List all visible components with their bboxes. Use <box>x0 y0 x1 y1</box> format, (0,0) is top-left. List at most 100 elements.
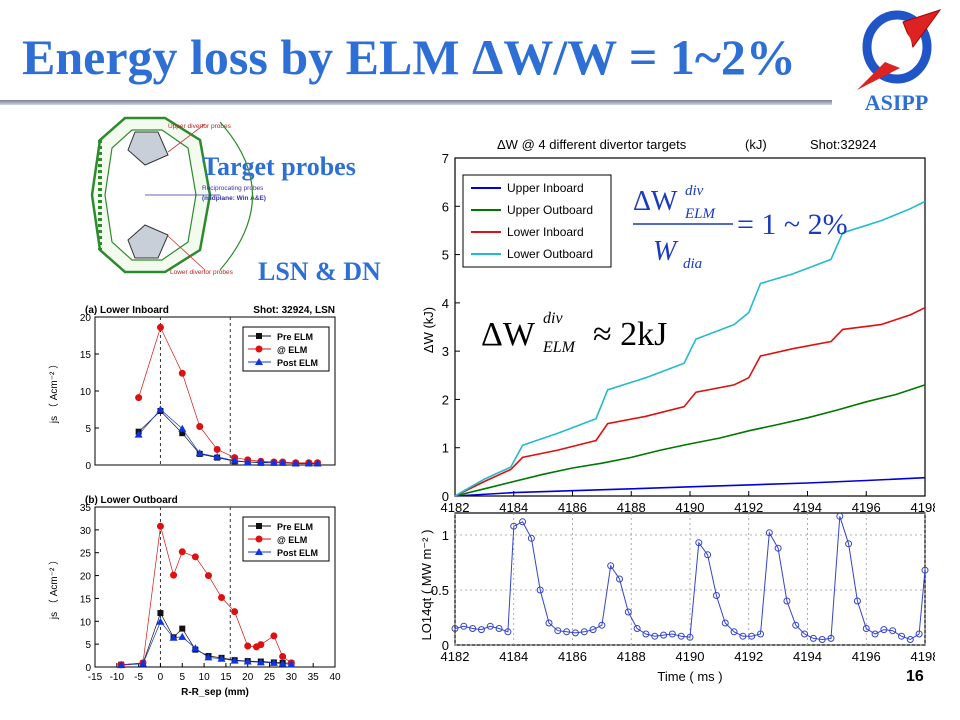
y-tick-label: 0 <box>442 489 449 504</box>
y-tick-label: 0 <box>442 638 449 653</box>
data-point-circle <box>633 625 641 632</box>
annotation-ratio: ΔW div ELM W dia = 1 ~ 2% <box>633 183 848 272</box>
data-point-circle <box>783 597 791 605</box>
x-tick-label: 4186 <box>558 500 587 515</box>
data-point-triangle <box>204 653 213 661</box>
data-point-circle <box>255 535 263 543</box>
y-tick-label: 5 <box>442 248 449 263</box>
data-point-circle <box>244 642 252 650</box>
x-tick-label: 35 <box>308 672 320 683</box>
data-point-triangle <box>230 656 239 664</box>
data-point-triangle <box>278 458 287 466</box>
x-tick-label: 10 <box>199 672 211 683</box>
data-point-circle <box>156 323 164 331</box>
legend-label: Lower Inboard <box>507 225 584 239</box>
y-tick-label: 15 <box>80 594 92 605</box>
data-point-triangle <box>313 459 322 467</box>
annotation-energy-elm: ELM <box>542 339 577 356</box>
data-point-triangle <box>156 405 165 413</box>
data-point-circle <box>279 652 287 660</box>
y-tick-label: 3 <box>442 344 449 359</box>
x-tick-label: 4190 <box>676 500 705 515</box>
energy-loss-chart: ΔW @ 4 different divertor targets (kJ) Sho… <box>421 137 935 515</box>
divertor-probes-diagram: Upper divertor probes Reciprocating prob… <box>70 110 285 280</box>
y-tick-label: 4 <box>442 296 449 311</box>
data-point-triangle <box>243 657 252 665</box>
x-tick-label: 4188 <box>617 649 646 664</box>
data-point-triangle <box>269 458 278 466</box>
data-point-circle <box>921 566 929 574</box>
data-point-circle <box>527 534 535 542</box>
annotation-elm-sub: ELM <box>684 206 717 222</box>
data-point-circle <box>712 592 720 599</box>
annotation-energy: ΔW div ELM ≈ 2kJ <box>481 310 667 356</box>
annotation-ratio-value: = 1 ~ 2% <box>737 208 848 241</box>
data-point-circle <box>809 634 817 642</box>
x-tick-label: 4192 <box>734 500 763 515</box>
data-point-circle <box>545 619 553 627</box>
data-point-circle <box>178 548 186 556</box>
legend-label: Post ELM <box>277 548 318 558</box>
legend-box <box>462 174 612 268</box>
series-line <box>454 476 926 497</box>
x-tick-label: 4196 <box>852 649 881 664</box>
x-tick-label: 15 <box>220 672 232 683</box>
x-tick-label: 4192 <box>734 649 763 664</box>
data-point-circle <box>898 632 905 640</box>
x-tick-label: 0 <box>158 672 164 683</box>
lower-outboard-chart: (b) Lower Outboard 0 5 10 15 20 25 30 35 js （ Acm… <box>48 495 341 698</box>
x-tick-label: 4186 <box>558 649 587 664</box>
annotation-energy-div: div <box>543 310 563 327</box>
data-point-triangle <box>291 459 300 467</box>
data-point-triangle <box>255 548 263 555</box>
y-tick-label: 7 <box>442 151 449 166</box>
data-point-triangle <box>213 452 222 460</box>
diagram-label-midplane: (midplane: Win A&E) <box>202 195 266 202</box>
data-point-circle <box>170 571 178 579</box>
legend-label: @ ELM <box>277 535 307 545</box>
data-point-square <box>256 523 262 529</box>
page-number: 16 <box>906 668 924 685</box>
data-point-triangle <box>178 424 187 432</box>
x-tick-label: -5 <box>134 672 143 683</box>
legend-label: Pre ELM <box>277 332 313 342</box>
data-point-circle <box>270 632 278 640</box>
data-point-circle <box>231 608 239 616</box>
data-point-square <box>179 625 186 632</box>
data-point-circle <box>607 562 615 570</box>
x-tick-label: 5 <box>179 672 185 683</box>
data-point-circle <box>871 630 879 638</box>
data-point-circle <box>580 628 588 636</box>
x-axis-label: R-R_sep (mm) <box>181 687 249 698</box>
data-point-triangle <box>217 654 226 662</box>
data-point-circle <box>477 626 485 634</box>
diagram-label-reciprocating: Reciprocating probes <box>202 185 264 192</box>
data-point-circle <box>880 626 888 634</box>
data-point-triangle <box>256 658 265 666</box>
data-point-circle <box>196 423 204 431</box>
chart-title: ΔW @ 4 different divertor targets <box>497 137 687 152</box>
data-point-circle <box>642 630 650 638</box>
data-point-square <box>256 333 262 339</box>
chart-title-unit: (kJ) <box>745 137 767 152</box>
data-point-square <box>157 610 164 617</box>
data-point-circle <box>721 619 729 627</box>
series-line <box>454 384 926 497</box>
x-tick-label: -10 <box>110 672 125 683</box>
series-line <box>454 306 926 497</box>
data-point-circle <box>792 621 800 629</box>
lsn-dn-label: LSN & DN <box>258 257 381 286</box>
diagram-label-lower: Lower divertor probes <box>170 269 234 276</box>
data-point-triangle <box>139 659 147 667</box>
lower-inboard-chart: (a) Lower Inboard Shot: 32924, LSN 0 5 10 15 2… <box>48 305 336 472</box>
x-tick-label: 25 <box>264 672 276 683</box>
title-rule <box>0 100 832 105</box>
x-tick-label: 4182 <box>441 649 470 664</box>
y-tick-label: 5 <box>85 424 91 435</box>
data-point-circle <box>889 627 897 635</box>
y-tick-label: 2 <box>442 392 449 407</box>
legend-label: Lower Outboard <box>507 247 593 261</box>
data-point-circle <box>827 634 835 642</box>
y-tick-label: 15 <box>80 350 92 361</box>
y-tick-label: 35 <box>80 503 92 514</box>
